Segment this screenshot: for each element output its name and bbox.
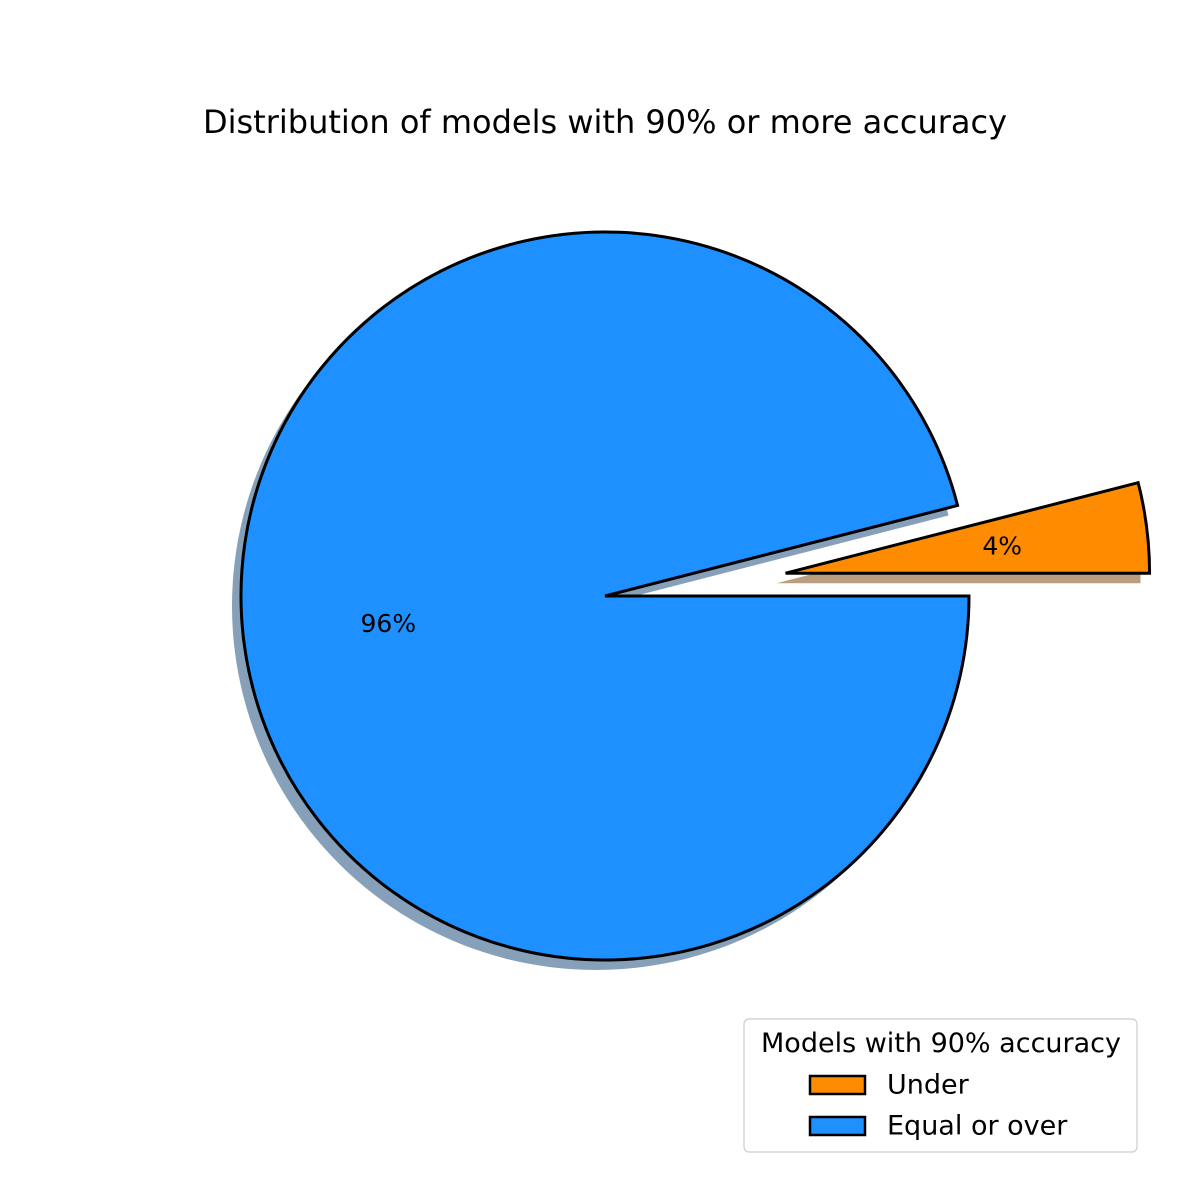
slice-label-equal-or-over: 96% (361, 609, 417, 638)
pie-wedges (239, 230, 1152, 962)
wedge-under (785, 480, 1152, 575)
chart-title: Distribution of models with 90% or more … (203, 103, 1007, 141)
legend-title: Models with 90% accuracy (761, 1028, 1121, 1059)
legend-label-equal-or-over: Equal or over (887, 1111, 1068, 1142)
legend-entries: Under Equal or over (808, 1070, 1068, 1142)
legend-label-under: Under (887, 1070, 970, 1101)
slice-label-under: 4% (982, 531, 1022, 560)
wedge-equal-or-over (239, 230, 971, 962)
legend-swatch-equal-or-over (808, 1115, 867, 1137)
pie-slice-labels: 4% 96% (361, 531, 1023, 638)
legend: Models with 90% accuracy Under Equal or o… (743, 1018, 1138, 1153)
legend-swatch-under (808, 1074, 867, 1096)
